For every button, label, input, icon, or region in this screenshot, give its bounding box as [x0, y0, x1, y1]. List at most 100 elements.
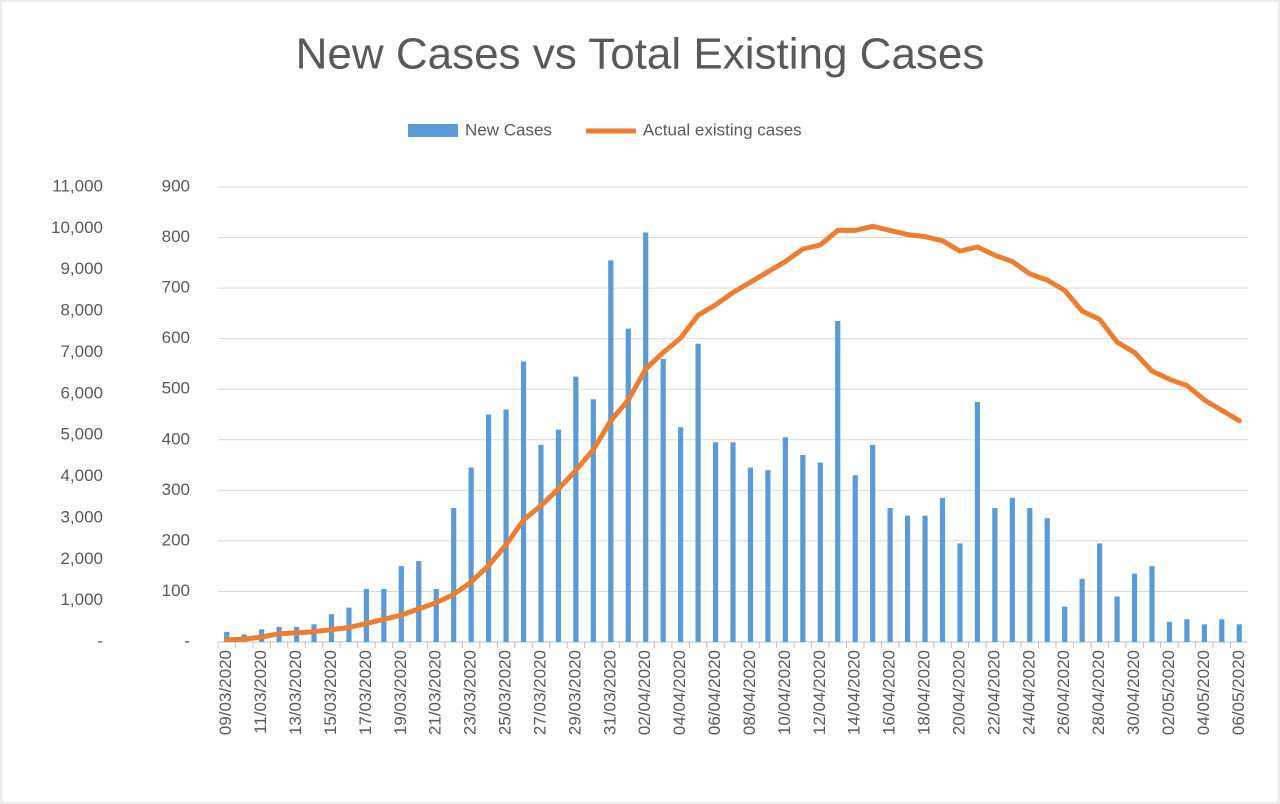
x-tick-label: 09/03/2020 — [216, 650, 235, 735]
bar — [817, 462, 823, 642]
bar — [346, 607, 352, 642]
bar — [695, 343, 701, 642]
bar — [590, 399, 596, 642]
bar — [1114, 596, 1120, 642]
bar — [538, 444, 544, 642]
y-tick-label: 300 — [162, 480, 190, 499]
chart-title: New Cases vs Total Existing Cases — [296, 30, 985, 79]
y-tick-label: 400 — [162, 429, 190, 448]
y-tick-label: 200 — [162, 530, 190, 549]
bar — [503, 409, 509, 642]
legend-label: New Cases — [465, 120, 552, 139]
bar — [1219, 619, 1225, 642]
x-tick-label: 04/04/2020 — [670, 650, 689, 735]
x-tick-label: 16/04/2020 — [880, 650, 899, 735]
y2-tick-label: 3,000 — [60, 507, 103, 526]
x-tick-label: 30/04/2020 — [1124, 650, 1143, 735]
bar — [1166, 621, 1173, 642]
legend-label: Actual existing cases — [643, 120, 802, 139]
bar — [712, 442, 719, 642]
y-tick-label: 700 — [162, 278, 190, 297]
bar — [468, 467, 474, 642]
bar — [1149, 566, 1155, 642]
x-tick-label: 06/05/2020 — [1229, 650, 1248, 735]
y2-tick-label: 9,000 — [60, 259, 103, 278]
x-tick-label: 20/04/2020 — [949, 650, 968, 735]
bar — [904, 515, 911, 642]
bar — [555, 429, 562, 642]
x-tick-label: 29/03/2020 — [565, 650, 584, 735]
x-tick-label: 15/03/2020 — [321, 650, 340, 735]
x-tick-label: 24/04/2020 — [1019, 650, 1038, 735]
bar — [957, 543, 963, 642]
y2-tick-label: 1,000 — [60, 590, 103, 609]
bar — [852, 475, 858, 642]
bar — [1201, 624, 1207, 642]
bar — [922, 515, 928, 642]
y2-tick-label: - — [97, 631, 103, 650]
bar — [887, 508, 893, 642]
y2-tick-label: 6,000 — [60, 383, 103, 402]
bar — [1009, 497, 1015, 642]
y2-tick-label: 5,000 — [60, 425, 103, 444]
bar — [782, 437, 788, 642]
x-tick-label: 28/04/2020 — [1089, 650, 1108, 735]
bar — [363, 588, 369, 642]
y2-tick-label: 4,000 — [60, 466, 103, 485]
bar — [520, 361, 527, 642]
bar — [992, 508, 998, 642]
y2-tick-label: 7,000 — [60, 342, 103, 361]
x-tick-label: 25/03/2020 — [496, 650, 515, 735]
y-tick-label: 500 — [162, 379, 190, 398]
bar — [224, 631, 230, 642]
x-tick-label: 23/03/2020 — [461, 650, 480, 735]
bar — [1097, 543, 1103, 642]
bar — [1079, 578, 1085, 642]
legend-swatch — [408, 124, 458, 137]
bar — [870, 444, 876, 642]
y2-tick-label: 11,000 — [52, 176, 103, 195]
bar — [1236, 624, 1242, 642]
x-tick-label: 17/03/2020 — [356, 650, 375, 735]
bar — [800, 454, 806, 642]
y-tick-label: 900 — [162, 176, 190, 195]
bar — [1027, 508, 1033, 642]
bar — [625, 328, 631, 642]
bar — [660, 358, 666, 642]
x-tick-label: 08/04/2020 — [740, 650, 759, 735]
x-tick-label: 12/04/2020 — [810, 650, 829, 735]
bar — [573, 376, 579, 642]
y-tick-label: 800 — [162, 227, 190, 246]
y2-tick-label: 10,000 — [51, 218, 103, 237]
y2-tick-label: 2,000 — [60, 549, 103, 568]
x-tick-label: 14/04/2020 — [845, 650, 864, 735]
bar — [485, 414, 492, 642]
bar — [643, 232, 649, 642]
bar — [678, 427, 684, 642]
bar — [1184, 619, 1190, 642]
x-tick-label: 19/03/2020 — [391, 650, 410, 735]
x-tick-label: 27/03/2020 — [530, 650, 549, 735]
bar — [381, 588, 387, 642]
y2-tick-label: 8,000 — [60, 301, 103, 320]
y-tick-label: - — [184, 631, 190, 650]
bar — [974, 401, 981, 642]
bar — [835, 320, 841, 642]
x-tick-label: 21/03/2020 — [426, 650, 445, 735]
x-tick-label: 22/04/2020 — [984, 650, 1003, 735]
bar — [398, 566, 404, 642]
x-tick-label: 11/03/2020 — [251, 650, 270, 734]
bar — [1131, 573, 1138, 642]
bar — [730, 442, 736, 642]
bar — [433, 588, 439, 642]
line — [224, 223, 1242, 643]
bar — [747, 467, 754, 642]
bar — [451, 508, 457, 642]
bar — [939, 497, 946, 642]
x-tick-label: 02/05/2020 — [1159, 650, 1178, 735]
bar — [608, 260, 614, 642]
x-tick-label: 26/04/2020 — [1054, 650, 1073, 735]
x-tick-label: 02/04/2020 — [635, 650, 654, 735]
